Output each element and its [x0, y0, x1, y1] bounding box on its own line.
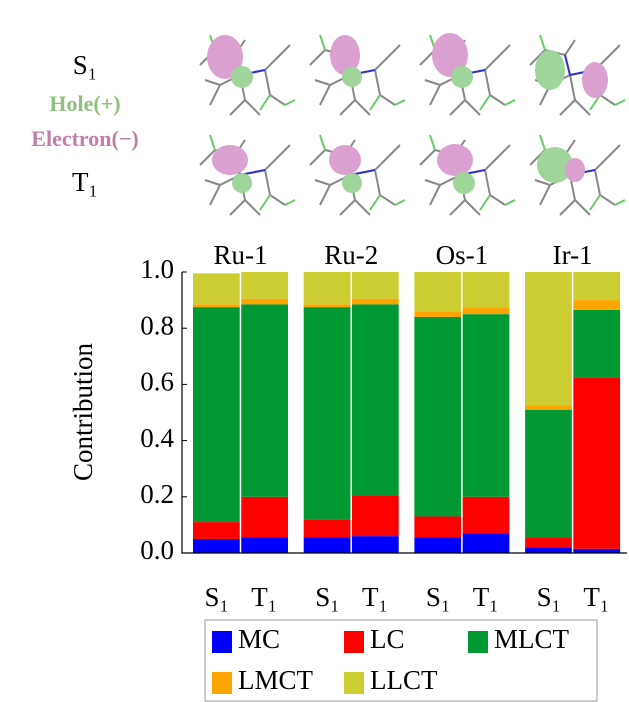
legend-swatch: [344, 672, 364, 694]
bar-segment: [525, 405, 573, 409]
y-tick-label: 0.0: [140, 535, 174, 565]
y-tick-label: 0.4: [140, 423, 174, 453]
y-tick-label: 1.0: [140, 254, 174, 284]
electron-label: Electron(−): [31, 126, 138, 151]
group-label: Ru-2: [324, 240, 378, 270]
triplet-label: T₁: [72, 167, 98, 197]
bar-segment: [573, 272, 621, 300]
bar-segment: [414, 516, 462, 537]
x-tick-label: T₁: [251, 582, 277, 612]
x-tick-label: S₁: [537, 582, 561, 612]
bar-segment: [193, 273, 241, 304]
bar-segment: [462, 533, 510, 553]
legend-label: MLCT: [494, 624, 570, 654]
bar-segment: [573, 377, 621, 548]
bar-segment: [351, 536, 399, 553]
bar-segment: [304, 519, 352, 537]
bar-segment: [193, 522, 241, 539]
bar-segment: [241, 299, 289, 305]
bar-segment: [462, 314, 510, 497]
bar-segment: [304, 304, 352, 307]
bar-segment: [304, 307, 352, 519]
bar-segment: [525, 272, 573, 405]
y-tick-label: 0.2: [140, 479, 174, 509]
bar-segment: [573, 310, 621, 377]
group-label: Ru-1: [214, 240, 268, 270]
bar-segment: [525, 410, 573, 538]
orbital-images: [200, 33, 625, 215]
bar-segment: [241, 497, 289, 538]
bar-segment: [193, 304, 241, 307]
bar-segment: [573, 300, 621, 310]
legend-swatch: [212, 631, 232, 653]
hole-label: Hole(+): [49, 91, 120, 116]
bar-segment: [351, 304, 399, 495]
figure: S₁ Hole(+) Electron(−) T₁ Contribution S…: [0, 0, 629, 702]
bar-segment: [193, 307, 241, 522]
singlet-label: S₁: [73, 50, 97, 80]
y-tick-label: 0.6: [140, 367, 174, 397]
bar-segment: [193, 539, 241, 553]
page: S₁ Hole(+) Electron(−) T₁ Contribution S…: [0, 0, 629, 702]
legend-label: MC: [238, 624, 280, 654]
legend-swatch: [344, 631, 364, 653]
bar-segment: [462, 272, 510, 307]
bar-segment: [351, 299, 399, 305]
bar-segment: [241, 272, 289, 299]
bar-segment: [351, 272, 399, 299]
bar-segment: [304, 272, 352, 304]
y-tick-label: 0.8: [140, 310, 174, 340]
legend-swatch: [212, 672, 232, 694]
bar-segment: [414, 317, 462, 517]
bar-segment: [414, 311, 462, 317]
x-tick-label: S₁: [205, 582, 229, 612]
x-tick-label: T₁: [362, 582, 388, 612]
group-label: Ir-1: [553, 240, 593, 270]
bar-segment: [414, 538, 462, 553]
bar-segment: [525, 538, 573, 548]
legend-swatch: [468, 631, 488, 653]
x-tick-label: T₁: [583, 582, 609, 612]
group-label: Os-1: [436, 240, 489, 270]
bar-segment: [351, 495, 399, 536]
bar-segment: [525, 547, 573, 553]
y-axis-label: Contribution: [68, 343, 98, 482]
bar-segment: [414, 272, 462, 311]
bar-segment: [241, 538, 289, 553]
bar-segment: [462, 497, 510, 534]
x-tick-label: T₁: [473, 582, 499, 612]
x-tick-label: S₁: [315, 582, 339, 612]
legend-label: LLCT: [370, 665, 438, 695]
legend-label: LMCT: [238, 665, 314, 695]
legend-label: LC: [370, 624, 405, 654]
bar-segment: [573, 549, 621, 553]
bar-segment: [241, 304, 289, 496]
bar-segment: [462, 307, 510, 314]
bar-segment: [304, 538, 352, 553]
x-tick-label: S₁: [426, 582, 450, 612]
